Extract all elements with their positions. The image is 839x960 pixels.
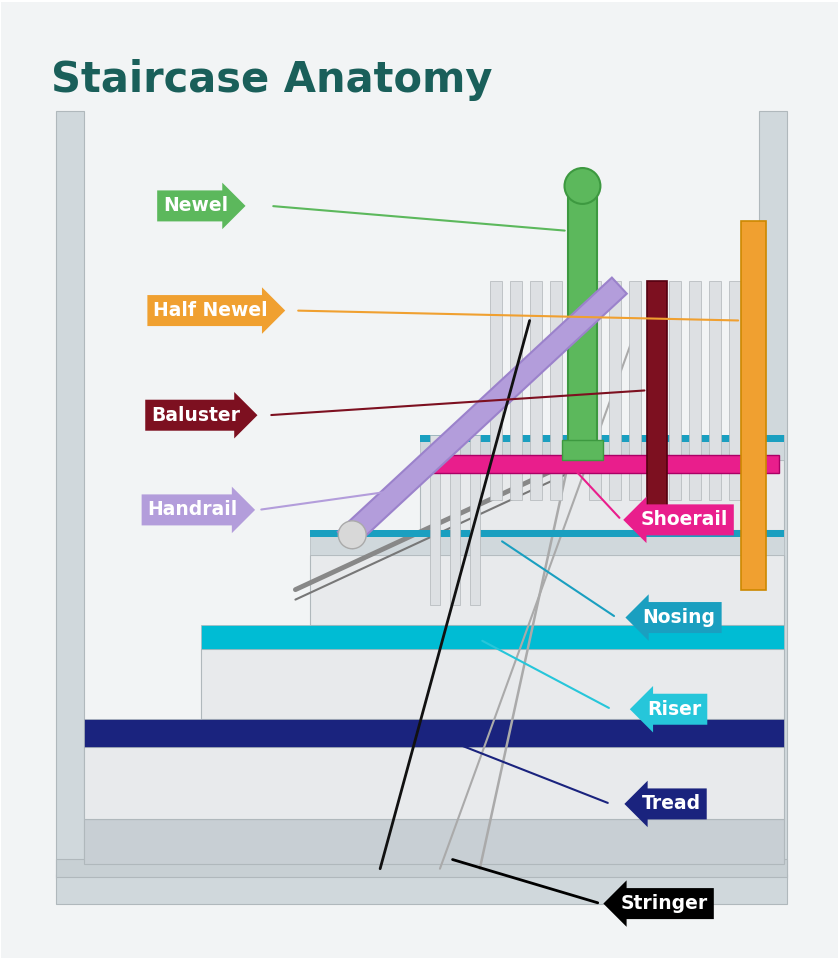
Circle shape xyxy=(565,168,601,204)
Text: Shoerail: Shoerail xyxy=(640,511,727,529)
Bar xyxy=(550,280,561,500)
Bar xyxy=(689,280,701,500)
Bar xyxy=(84,747,784,819)
Bar xyxy=(758,111,787,878)
Bar xyxy=(629,280,641,500)
Bar xyxy=(430,455,779,473)
Bar xyxy=(729,280,741,500)
Bar xyxy=(490,280,502,500)
Bar xyxy=(450,435,460,605)
Bar xyxy=(430,435,440,605)
Text: Newel: Newel xyxy=(163,197,228,215)
Bar xyxy=(56,111,84,878)
Bar xyxy=(420,435,784,460)
Bar xyxy=(590,280,602,500)
Bar xyxy=(709,280,721,500)
Bar xyxy=(84,719,784,747)
Text: Tread: Tread xyxy=(642,795,701,813)
Bar xyxy=(310,530,784,537)
Bar xyxy=(670,280,681,500)
Bar xyxy=(567,186,597,450)
Bar xyxy=(420,460,784,530)
Circle shape xyxy=(338,521,366,549)
Bar xyxy=(84,819,784,864)
Text: Half Newel: Half Newel xyxy=(154,301,268,320)
Text: Baluster: Baluster xyxy=(151,406,240,424)
Bar xyxy=(470,435,480,605)
Bar xyxy=(741,221,766,589)
Text: Staircase Anatomy: Staircase Anatomy xyxy=(51,60,492,102)
Bar xyxy=(56,874,787,903)
Bar xyxy=(647,280,667,510)
Bar xyxy=(201,625,784,649)
Bar xyxy=(201,649,784,719)
Bar xyxy=(561,440,603,460)
Text: Nosing: Nosing xyxy=(643,608,716,627)
Bar xyxy=(56,859,787,876)
Bar xyxy=(529,280,542,500)
Text: Stringer: Stringer xyxy=(621,894,708,913)
Bar xyxy=(310,555,784,625)
Text: Riser: Riser xyxy=(647,700,701,719)
Text: Handrail: Handrail xyxy=(148,500,238,519)
Bar xyxy=(609,280,622,500)
Bar xyxy=(510,280,522,500)
Bar xyxy=(420,435,784,443)
Polygon shape xyxy=(338,277,627,548)
Bar xyxy=(310,530,784,555)
